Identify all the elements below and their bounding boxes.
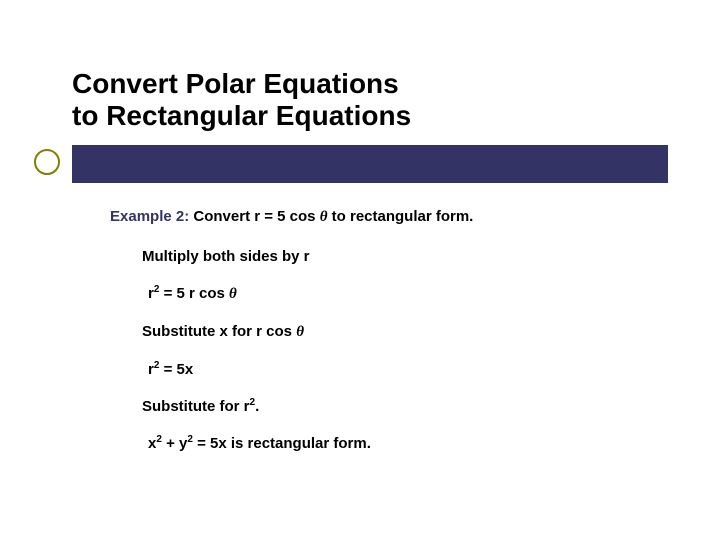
equation-2: r2 = 5x [148,361,670,378]
step-3: Substitute for r2. [142,398,670,415]
title-line-1: Convert Polar Equations [72,68,411,100]
step-2: Substitute x for r cos θ [142,323,670,341]
slide: Convert Polar Equations to Rectangular E… [0,0,720,540]
step2-prefix: Substitute x for r cos [142,323,296,340]
example-label: Example 2: [110,208,189,225]
eq1-mid: = 5 r cos [159,285,229,302]
example-suffix: to rectangular form. [327,208,473,225]
theta-icon: θ [229,286,237,302]
step3-suffix: . [255,398,259,415]
slide-title: Convert Polar Equations to Rectangular E… [72,68,411,132]
equation-1: r2 = 5 r cos θ [148,285,670,303]
accent-dot-icon [34,149,60,175]
eq3-plus: + y [162,435,187,452]
example-prefix: Convert r = 5 cos [189,208,319,225]
accent-bar [72,145,668,183]
example-line: Example 2: Convert r = 5 cos θ to rectan… [110,208,670,226]
equation-3: x2 + y2 = 5x is rectangular form. [148,435,670,452]
step3-prefix: Substitute for r [142,398,250,415]
step-1: Multiply both sides by r [142,248,670,265]
eq2-suffix: = 5x [159,361,193,378]
title-line-2: to Rectangular Equations [72,100,411,132]
content-area: Example 2: Convert r = 5 cos θ to rectan… [110,208,670,472]
eq3-suffix: = 5x is rectangular form. [193,435,371,452]
theta-icon: θ [296,324,304,340]
